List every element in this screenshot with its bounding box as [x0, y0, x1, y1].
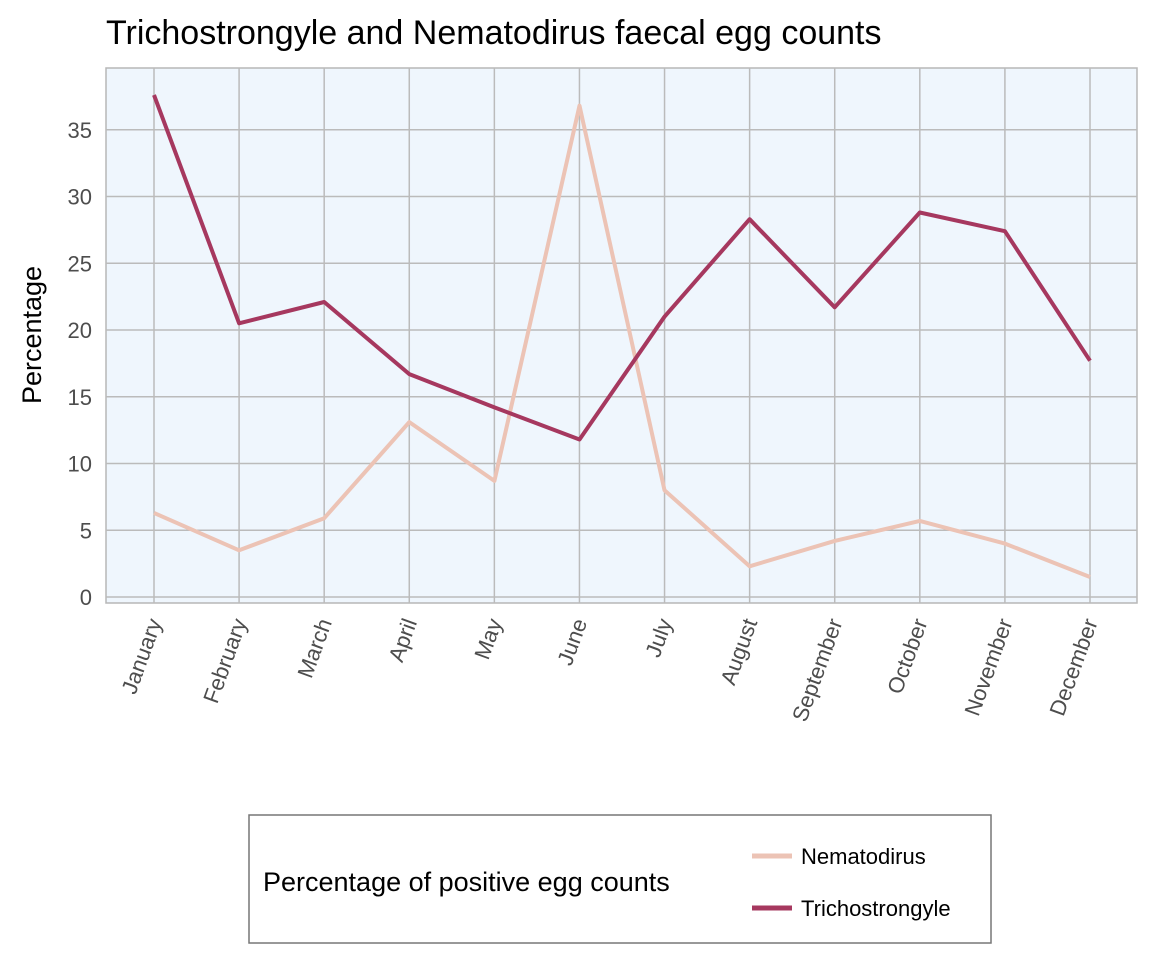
y-tick-label-25: 25	[68, 251, 92, 276]
x-tick-label-december: December	[1044, 615, 1102, 719]
y-tick-label-5: 5	[80, 518, 92, 543]
y-axis-ticks: 0 5 10 15 20 25 30 35	[68, 118, 92, 610]
x-tick-label-september: September	[787, 615, 847, 725]
chart-title: Trichostrongyle and Nematodirus faecal e…	[106, 14, 882, 52]
y-tick-label-0: 0	[80, 585, 92, 610]
x-tick-label-july: July	[640, 615, 677, 660]
y-tick-label-15: 15	[68, 385, 92, 410]
grid-lines	[106, 68, 1137, 603]
y-tick-label-30: 30	[68, 185, 92, 210]
x-tick-label-may: May	[469, 615, 507, 663]
y-tick-label-35: 35	[68, 118, 92, 143]
y-tick-label-10: 10	[68, 452, 92, 477]
x-tick-label-march: March	[292, 615, 336, 681]
x-tick-label-october: October	[882, 615, 932, 697]
x-tick-label-february: February	[198, 615, 252, 706]
legend: Percentage of positive egg counts Nemato…	[248, 814, 992, 944]
series-line-trichostrongyle	[152, 94, 1092, 442]
legend-label-trichostrongyle: Trichostrongyle	[801, 896, 951, 921]
series-lines	[152, 94, 1092, 579]
legend-box	[248, 814, 992, 944]
x-tick-label-january: January	[116, 615, 166, 697]
x-tick-label-august: August	[715, 615, 762, 688]
y-tick-label-20: 20	[68, 318, 92, 343]
legend-label-nematodirus: Nematodirus	[801, 844, 926, 869]
series-line-nematodirus	[153, 103, 1091, 579]
plot-panel	[105, 67, 1138, 604]
x-tick-label-november: November	[959, 615, 1017, 719]
legend-title: Percentage of positive egg counts	[263, 867, 670, 897]
x-tick-label-april: April	[383, 615, 422, 665]
x-tick-label-june: June	[552, 615, 592, 668]
x-axis-ticks: January February March April May June July Augu…	[116, 615, 1102, 725]
y-axis-label: Percentage	[17, 266, 47, 404]
